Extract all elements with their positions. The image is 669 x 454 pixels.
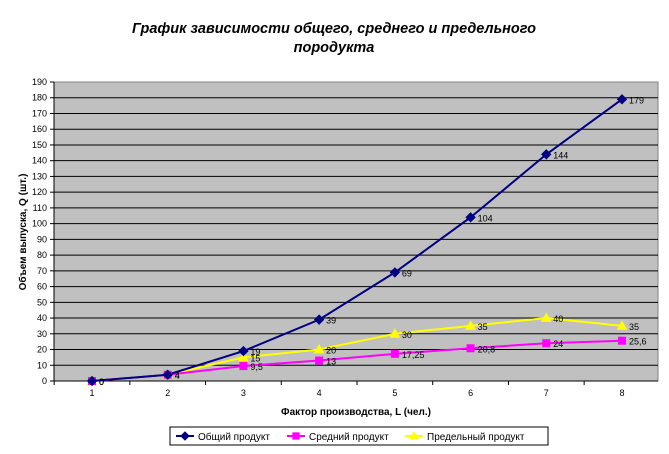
- x-tick-label: 4: [317, 388, 322, 398]
- data-point: [313, 344, 325, 354]
- y-tick-label: 140: [32, 156, 47, 166]
- data-point: [389, 267, 401, 278]
- data-point: [465, 320, 476, 330]
- data-point: [542, 339, 551, 348]
- data-label: 39: [326, 316, 336, 326]
- data-label: 0: [99, 377, 104, 387]
- data-label: 17,25: [402, 350, 425, 360]
- x-tick-label: 3: [241, 388, 246, 398]
- data-point: [465, 212, 476, 223]
- y-tick-label: 90: [37, 234, 47, 244]
- y-tick-label: 60: [37, 282, 47, 292]
- data-label: 179: [629, 95, 644, 105]
- data-point: [616, 320, 628, 330]
- data-label: 4: [175, 371, 180, 381]
- data-label: 4: [175, 371, 180, 381]
- y-tick-label: 10: [37, 360, 47, 370]
- legend-label: Предельный продукт: [427, 432, 525, 443]
- gridlines: [54, 97, 658, 366]
- data-label: 9,5: [250, 362, 263, 372]
- data-point: [162, 369, 173, 380]
- y-tick-label: 80: [37, 250, 47, 260]
- data-label: 25,6: [629, 337, 647, 347]
- data-label: 20,8: [478, 344, 496, 354]
- legend-swatch-marker: [180, 431, 190, 441]
- series-markers: [86, 94, 628, 387]
- x-tick-label: 7: [544, 388, 549, 398]
- data-label: 144: [553, 150, 568, 160]
- y-tick-label: 70: [37, 266, 47, 276]
- y-tick-label: 190: [32, 77, 47, 87]
- data-label: 0: [99, 377, 104, 387]
- legend-swatch-marker: [409, 430, 419, 440]
- axes: [50, 81, 658, 385]
- series-line: [91, 339, 623, 382]
- data-label: 13: [326, 357, 336, 367]
- data-label: 104: [478, 213, 493, 223]
- y-tick-label: 150: [32, 140, 47, 150]
- y-tick-label: 30: [37, 329, 47, 339]
- x-tick-labels: 1 2 3 4 5 6 7 8: [89, 388, 624, 398]
- data-label: 35: [478, 322, 488, 332]
- y-tick-label: 100: [32, 219, 47, 229]
- data-point: [466, 344, 475, 353]
- y-tick-label: 160: [32, 124, 47, 134]
- data-point: [540, 312, 552, 322]
- data-label: 20: [326, 346, 336, 356]
- y-tick-labels: 0 10 20 30 40 50 60 70 80 90 100 110 120 130 140 150 160…: [32, 77, 47, 386]
- legend-box: [169, 426, 549, 446]
- data-label: 4: [175, 371, 180, 381]
- y-tick-label: 40: [37, 313, 47, 323]
- data-label: 69: [402, 268, 412, 278]
- y-tick-label: 50: [37, 297, 47, 307]
- data-point: [239, 362, 248, 371]
- legend-label: Общий продукт: [198, 431, 270, 443]
- legend-label: Средний продукт: [309, 432, 389, 443]
- y-tick-label: 180: [32, 93, 47, 103]
- data-label: 30: [402, 330, 412, 340]
- data-label: 40: [553, 314, 563, 324]
- y-tick-label: 110: [33, 203, 47, 213]
- data-label: 19: [250, 347, 260, 357]
- y-tick-label: 170: [32, 108, 47, 118]
- data-point: [86, 375, 98, 387]
- data-point: [616, 94, 628, 105]
- y-tick-label: 0: [42, 376, 47, 386]
- chart-title-line-1: График зависимости общего, среднего и пр…: [132, 21, 536, 37]
- legend-swatch-marker: [292, 432, 300, 440]
- legend: Общий продукт Средний продукт Предельный п…: [176, 430, 525, 443]
- data-point: [390, 349, 399, 358]
- x-tick-label: 1: [89, 388, 94, 398]
- y-tick-label: 120: [32, 187, 47, 197]
- data-label: 35: [629, 322, 639, 332]
- x-tick-label: 6: [468, 388, 473, 398]
- data-point: [238, 345, 249, 357]
- data-point: [541, 149, 552, 160]
- chart-title-line-2: породукта: [294, 40, 375, 56]
- data-point: [313, 314, 325, 325]
- series-line: [91, 317, 623, 382]
- series-lines: [91, 98, 623, 382]
- y-axis-title: Объем выпуска, Q (шт.): [17, 174, 29, 291]
- data-point: [315, 356, 324, 365]
- series-line: [91, 98, 623, 382]
- data-point: [389, 328, 401, 338]
- x-axis-title: Фактор производства, L (чел.): [281, 407, 431, 418]
- data-label: 24: [553, 339, 563, 349]
- data-label: 15: [250, 353, 260, 363]
- y-tick-label: 130: [32, 171, 47, 181]
- x-tick-label: 8: [619, 388, 624, 398]
- plot-area: [53, 81, 659, 382]
- x-tick-label: 5: [392, 388, 397, 398]
- x-tick-label: 2: [165, 388, 170, 398]
- data-point: [238, 351, 249, 362]
- y-tick-label: 20: [37, 345, 47, 355]
- data-label: 0: [99, 377, 104, 387]
- data-point: [618, 336, 626, 345]
